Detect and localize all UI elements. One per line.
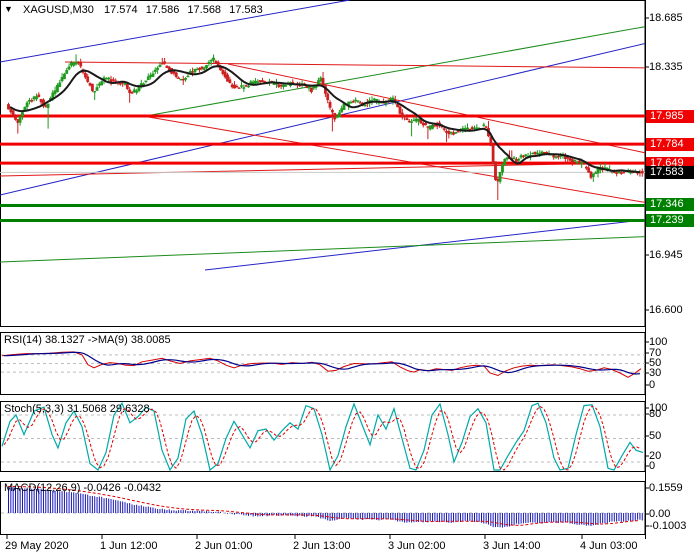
time-axis-label: 3 Jun 02:00	[388, 540, 446, 552]
ohlc-low: 17.568	[187, 4, 222, 16]
macd-axis-label-0.00: 0.00	[649, 508, 671, 520]
time-axis-label: 3 Jun 14:00	[483, 540, 541, 552]
symbol-timeframe-label: XAGUSD,M30	[22, 4, 94, 16]
stoch-indicator-label: Stoch(5,3,3) 31.5068 29.6328	[4, 403, 150, 415]
rsi-axis-label-70: 70	[649, 347, 662, 359]
macd-axis-label-0.1559: 0.1559	[649, 482, 683, 494]
trendline-red[interactable]	[136, 114, 660, 205]
time-axis-label: 2 Jun 13:00	[293, 540, 351, 552]
rsi-ma-line[interactable]	[3, 351, 641, 375]
stoch-axis-label-80: 80	[649, 408, 662, 420]
macd-layer	[1, 485, 645, 528]
price-axis-label-17.346: 17.346	[646, 198, 694, 211]
rsi-layer	[1, 351, 645, 378]
time-axis-label: 1 Jun 12:00	[100, 540, 158, 552]
chart-title-bar: ▼ XAGUSD,M30 17.574 17.586 17.568 17.583	[4, 3, 263, 17]
price-axis-label-17.239: 17.239	[646, 214, 694, 227]
price-axis-label-18.335: 18.335	[649, 61, 683, 73]
price-axis-label-16.945: 16.945	[649, 249, 683, 261]
rsi-axis-label-100: 100	[649, 336, 668, 348]
rsi-axis-label-30: 30	[649, 367, 662, 379]
stoch-axis-label-50: 50	[649, 430, 662, 442]
price-axis-label-17.985: 17.985	[646, 110, 694, 123]
stoch-layer	[1, 402, 645, 472]
price-axis-label-16.600: 16.600	[649, 304, 683, 316]
ohlc-open: 17.574	[103, 4, 138, 16]
trendline-blue[interactable]	[204, 218, 660, 271]
price-axis-label-17.784: 17.784	[646, 138, 694, 151]
macd-indicator-label: MACD(12,26,9) -0.0426 -0.0432	[4, 482, 162, 494]
ohlc-high: 17.586	[145, 4, 180, 16]
macd-axis-label--0.1003: -0.1003	[649, 520, 687, 532]
price-axis-label-18.685: 18.685	[649, 12, 683, 24]
price-axis-label-17.583: 17.583	[646, 166, 694, 179]
rsi-axis-label-0: 0	[649, 379, 656, 391]
trendline-green[interactable]	[139, 24, 660, 118]
ohlc-close: 17.583	[229, 4, 263, 16]
trendline-blue[interactable]	[0, 0, 351, 63]
macd-signal-line[interactable]	[7, 485, 639, 526]
time-axis-label: 4 Jun 03:00	[580, 540, 638, 552]
time-axis-label: 2 Jun 01:00	[195, 540, 253, 552]
stoch-axis-label-0: 0	[649, 460, 656, 472]
symbol-dropdown-icon[interactable]: ▼	[4, 4, 13, 14]
stoch-axis-label-100: 100	[649, 402, 668, 414]
main-chart-layer	[0, 0, 660, 271]
trendline-red[interactable]	[227, 63, 660, 156]
stoch-k-line[interactable]	[1, 402, 644, 472]
rsi-indicator-label: RSI(14) 38.1327 ->MA(9) 38.0085	[4, 334, 171, 346]
rsi-axis-label-50: 50	[649, 357, 662, 369]
time-axis-label: 29 May 2020	[5, 540, 69, 552]
ma-line[interactable]	[9, 65, 641, 174]
candles	[7, 54, 644, 201]
trendline-green[interactable]	[0, 236, 660, 263]
stoch-axis-label-20: 20	[649, 450, 662, 462]
stoch-d-line[interactable]	[3, 405, 641, 471]
macd-pane[interactable]	[0, 481, 646, 535]
